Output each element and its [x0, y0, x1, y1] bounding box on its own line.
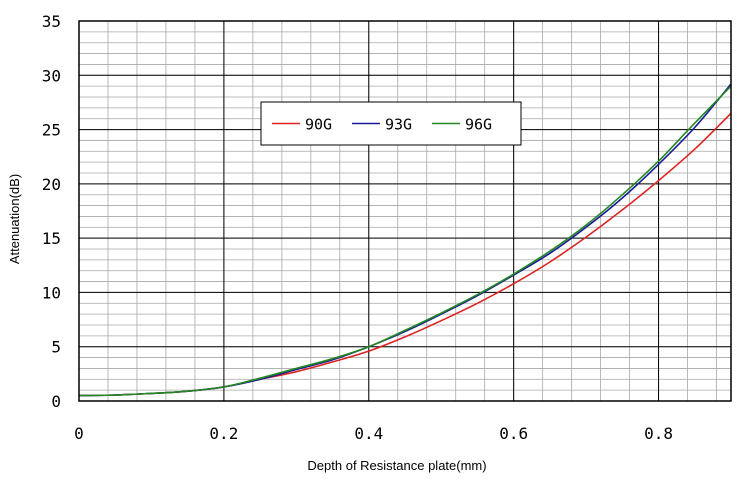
series-line-96g — [78, 85, 732, 397]
plot-frame — [78, 20, 732, 402]
legend-label-96g: 96G — [465, 116, 492, 134]
x-axis-label: Depth of Resistance plate(mm) — [307, 458, 486, 473]
series-line-90g — [78, 112, 732, 397]
y-tick-labels: 0 5 10 15 20 25 30 35 — [42, 12, 61, 411]
y-tick-label: 0 — [51, 392, 61, 411]
x-tick-label: 0 — [74, 424, 84, 443]
y-tick-label: 35 — [42, 12, 61, 31]
x-tick-label: 0.2 — [209, 424, 238, 443]
x-tick-label: 0.8 — [644, 424, 673, 443]
x-tick-label: 0.6 — [499, 424, 528, 443]
legend-box — [260, 101, 522, 146]
y-tick-label: 10 — [42, 283, 61, 302]
x-tick-label: 0.4 — [354, 424, 383, 443]
y-tick-label: 5 — [51, 338, 61, 357]
legend: 90G 93G 96G — [260, 101, 522, 146]
series-lines — [78, 83, 732, 397]
y-tick-label: 20 — [42, 175, 61, 194]
y-axis-label: Attenuation(dB) — [7, 174, 22, 264]
legend-label-90g: 90G — [305, 116, 332, 134]
legend-label-93g: 93G — [385, 116, 412, 134]
y-tick-label: 15 — [42, 229, 61, 248]
grid-major — [79, 21, 731, 401]
x-tick-labels: 0 0.2 0.4 0.6 0.8 — [74, 424, 673, 443]
y-tick-label: 25 — [42, 121, 61, 140]
grid-minor — [79, 21, 731, 401]
y-tick-label: 30 — [42, 66, 61, 85]
